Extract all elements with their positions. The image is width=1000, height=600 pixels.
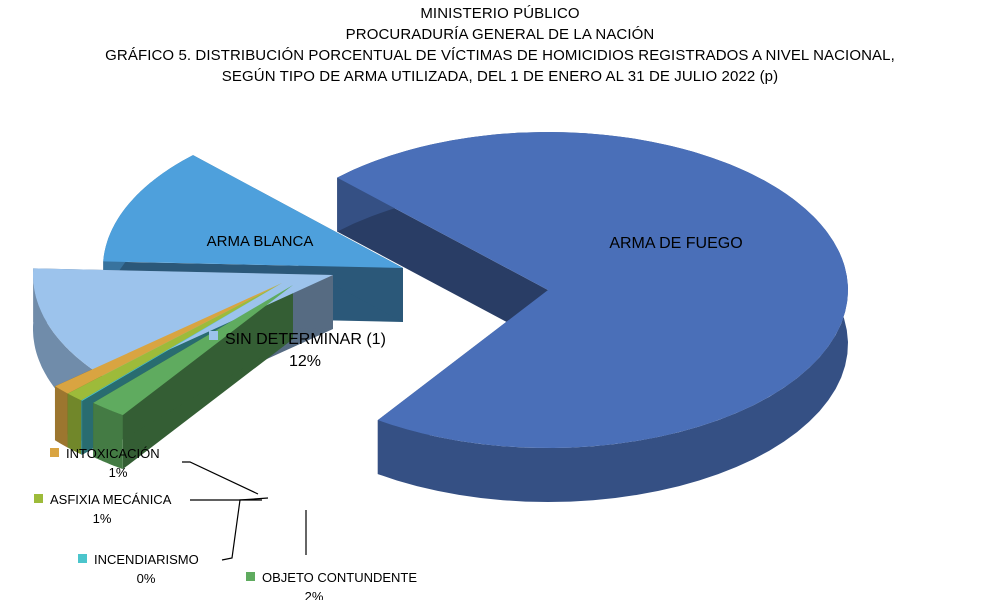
slice-label-arma-de-fuego: ARMA DE FUEGO xyxy=(609,235,742,252)
slice-label-arma-blanca: ARMA BLANCA xyxy=(207,233,314,250)
slice-rim-3 xyxy=(67,393,82,455)
chart-title: GRÁFICO 5. DISTRIBUCIÓN PORCENTUAL DE VÍ… xyxy=(105,47,895,64)
chart-title-block: MINISTERIO PÚBLICO PROCURADURÍA GENERAL … xyxy=(0,3,1000,87)
pie-slice-incendiarismo xyxy=(81,283,282,401)
slice-label-asfixia-mec-nica: ASFIXIA MECÁNICA xyxy=(50,492,172,507)
slice-label-incendiarismo: INCENDIARISMO xyxy=(94,552,199,567)
slice-value-sin-determinar-1-: 12% xyxy=(289,353,321,370)
pie-slice-arma-de-fuego xyxy=(337,132,848,448)
slice-wall-0-0 xyxy=(337,177,548,344)
legend-key-objeto-contundente xyxy=(246,572,255,581)
legend-key-asfixia-mec-nica xyxy=(34,494,43,503)
slice-label-sin-determinar-1-: SIN DETERMINAR (1) xyxy=(225,331,386,348)
legend-key-incendiarismo xyxy=(78,554,87,563)
title-ministry: MINISTERIO PÚBLICO xyxy=(420,5,580,22)
slice-label-intoxicaci-n: INTOXICACIÓN xyxy=(66,446,160,461)
slice-value-objeto-contundente: 2% xyxy=(305,589,324,600)
slice-labels: ARMA DE FUEGO 72% OBJETO CONTUNDENTE 2% INCE… xyxy=(34,0,743,600)
chart-subtitle: SEGÚN TIPO DE ARMA UTILIZADA, DEL 1 DE E… xyxy=(221,68,779,85)
slice-label-objeto-contundente: OBJETO CONTUNDENTE xyxy=(262,570,417,585)
slice-value-intoxicaci-n: 1% xyxy=(109,465,128,480)
slice-value-asfixia-mec-nica: 1% xyxy=(93,511,112,526)
pie-slice-objeto-contundente xyxy=(93,285,293,416)
leader-line-2 xyxy=(221,497,269,561)
slice-wall-1-1 xyxy=(93,285,294,457)
legend-key-sin-determinar-1- xyxy=(209,331,218,340)
pie-slice-intoxicaci-n xyxy=(55,283,282,394)
leader-line-4 xyxy=(182,461,259,495)
pie-slice-asfixia-mec-nica xyxy=(67,283,282,401)
slice-rim-2 xyxy=(81,400,83,455)
slice-value-incendiarismo: 0% xyxy=(137,571,156,586)
pie-slice-arma-blanca xyxy=(103,155,404,268)
pie-3d-tops xyxy=(33,132,848,448)
legend-key-intoxicaci-n xyxy=(50,448,59,457)
slice-value-arma-de-fuego: 72% xyxy=(660,0,692,4)
slice-rim-4 xyxy=(55,386,68,448)
slice-value-arma-blanca: 12% xyxy=(245,0,275,4)
slice-rim-1 xyxy=(93,402,123,470)
title-procuraduria: PROCURADURÍA GENERAL DE LA NACIÓN xyxy=(345,26,655,43)
leader-lines xyxy=(182,461,307,561)
